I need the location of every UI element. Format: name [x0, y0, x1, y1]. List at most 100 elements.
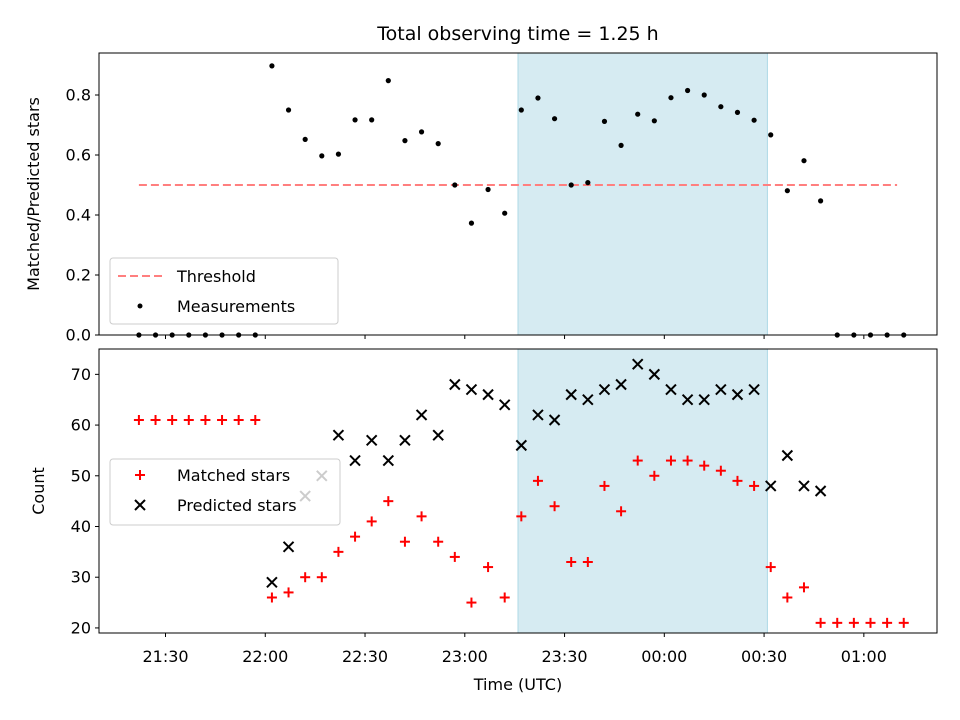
matched-point [466, 597, 477, 608]
measurement-point [668, 95, 674, 101]
legend-measurements-label: Measurements [177, 297, 295, 316]
matched-point [200, 415, 211, 425]
bottom-x-tick-label: 23:00 [442, 647, 488, 666]
matched-point [283, 587, 294, 598]
matched-point [798, 582, 809, 593]
top-legend-box [109, 257, 339, 325]
bottom-x-tick-label: 01:00 [841, 647, 887, 666]
predicted-point [415, 409, 428, 421]
predicted-point [648, 368, 661, 381]
measurement-point [285, 107, 292, 113]
bottom-plot-marks [133, 358, 909, 628]
legend-x-marker [134, 499, 146, 511]
measurement-point [601, 118, 608, 124]
measurement-point [418, 129, 425, 135]
predicted-point [598, 383, 611, 396]
measurement-point [618, 142, 624, 148]
top-y-tick-label: 0.6 [66, 146, 91, 165]
top-y-tick-label: 0.4 [66, 206, 91, 225]
legend-matched-label: Matched stars [177, 466, 290, 485]
bottom-x-tick-label: 22:30 [342, 647, 388, 666]
matched-point [832, 617, 843, 628]
matched-point [183, 415, 194, 425]
predicted-point [698, 394, 710, 406]
legend-threshold-label: Threshold [176, 267, 256, 286]
matched-point [499, 592, 510, 603]
predicted-point [482, 388, 494, 401]
bottom-y-axis-label: Count [29, 467, 48, 515]
matched-point [665, 455, 676, 466]
bottom-legend: Matched stars Predicted stars [109, 458, 341, 526]
matched-point [133, 415, 144, 425]
x-axis-label: Time (UTC) [473, 675, 562, 694]
matched-point [765, 562, 776, 573]
matched-point [848, 617, 859, 628]
measurement-point [452, 182, 458, 188]
top-plot-marks [136, 63, 907, 338]
measurement-point [518, 107, 524, 113]
bottom-y-tick-label: 20 [71, 618, 91, 637]
top-y-tick-label: 0.8 [66, 86, 91, 105]
predicted-point [382, 454, 395, 467]
matched-point [266, 592, 277, 603]
measurement-point [535, 95, 541, 101]
bottom-y-tick-label: 30 [71, 568, 91, 587]
matched-point [350, 531, 361, 542]
predicted-point [814, 485, 827, 497]
predicted-point [432, 429, 444, 441]
matched-point [167, 415, 178, 425]
predicted-point [798, 480, 810, 492]
matched-point [616, 506, 627, 517]
measurement-point [635, 111, 641, 117]
matched-point [366, 516, 377, 527]
measurement-point [684, 87, 691, 94]
measurement-point [302, 136, 308, 142]
predicted-point [465, 383, 478, 396]
legend-matched-swatch [135, 470, 145, 480]
top-legend: Threshold Measurements [109, 257, 339, 325]
bottom-y-tick-label: 70 [71, 365, 91, 384]
predicted-point [765, 480, 777, 492]
predicted-point [582, 394, 594, 406]
predicted-point [349, 454, 361, 467]
measurement-point [335, 151, 342, 157]
matched-point [715, 465, 726, 476]
top-panel: 0.00.20.40.60.8 Matched/Predicted stars … [24, 52, 938, 345]
bottom-panel: 20 30 40 50 60 70 21:30 22:00 22:30 23:00 23:30 00… [29, 348, 938, 694]
predicted-point [365, 434, 378, 446]
predicted-point [715, 383, 727, 396]
measurement-point [784, 188, 790, 194]
top-y-axis-ticks: 0.0 0.2 0.4 0.6 0.8 [66, 86, 99, 345]
matched-point [699, 460, 710, 471]
bottom-y-axis-ticks: 20 30 40 50 60 70 [71, 365, 99, 637]
bottom-y-tick-label: 50 [71, 466, 91, 485]
predicted-point [449, 378, 461, 391]
matched-point [649, 470, 660, 481]
top-x-axis-ticks [165, 335, 865, 339]
legend-measurements-swatch [137, 303, 143, 309]
matched-point [632, 455, 643, 466]
matched-point [566, 557, 577, 567]
matched-point [815, 617, 826, 628]
measurement-point [402, 138, 408, 144]
matched-point [532, 475, 543, 486]
matched-point [732, 475, 743, 486]
top-highlight-span [517, 52, 768, 336]
predicted-point [748, 383, 760, 396]
measurement-point [701, 92, 707, 98]
bottom-y-tick-label: 40 [71, 517, 91, 536]
legend-plus-marker [135, 470, 145, 480]
matched-point [682, 455, 693, 466]
predicted-point [665, 383, 677, 396]
measurement-point [585, 180, 591, 186]
matched-point [383, 496, 394, 507]
measurement-point [352, 117, 358, 123]
measurement-point [751, 117, 757, 123]
predicted-point [515, 439, 528, 452]
bottom-x-tick-label: 00:00 [641, 647, 687, 666]
predicted-point [399, 434, 411, 446]
predicted-point [282, 541, 295, 553]
bottom-x-axis-ticks: 21:30 22:00 22:30 23:00 23:30 00:00 00:30 01:00 [142, 633, 887, 666]
matched-point [150, 415, 161, 425]
